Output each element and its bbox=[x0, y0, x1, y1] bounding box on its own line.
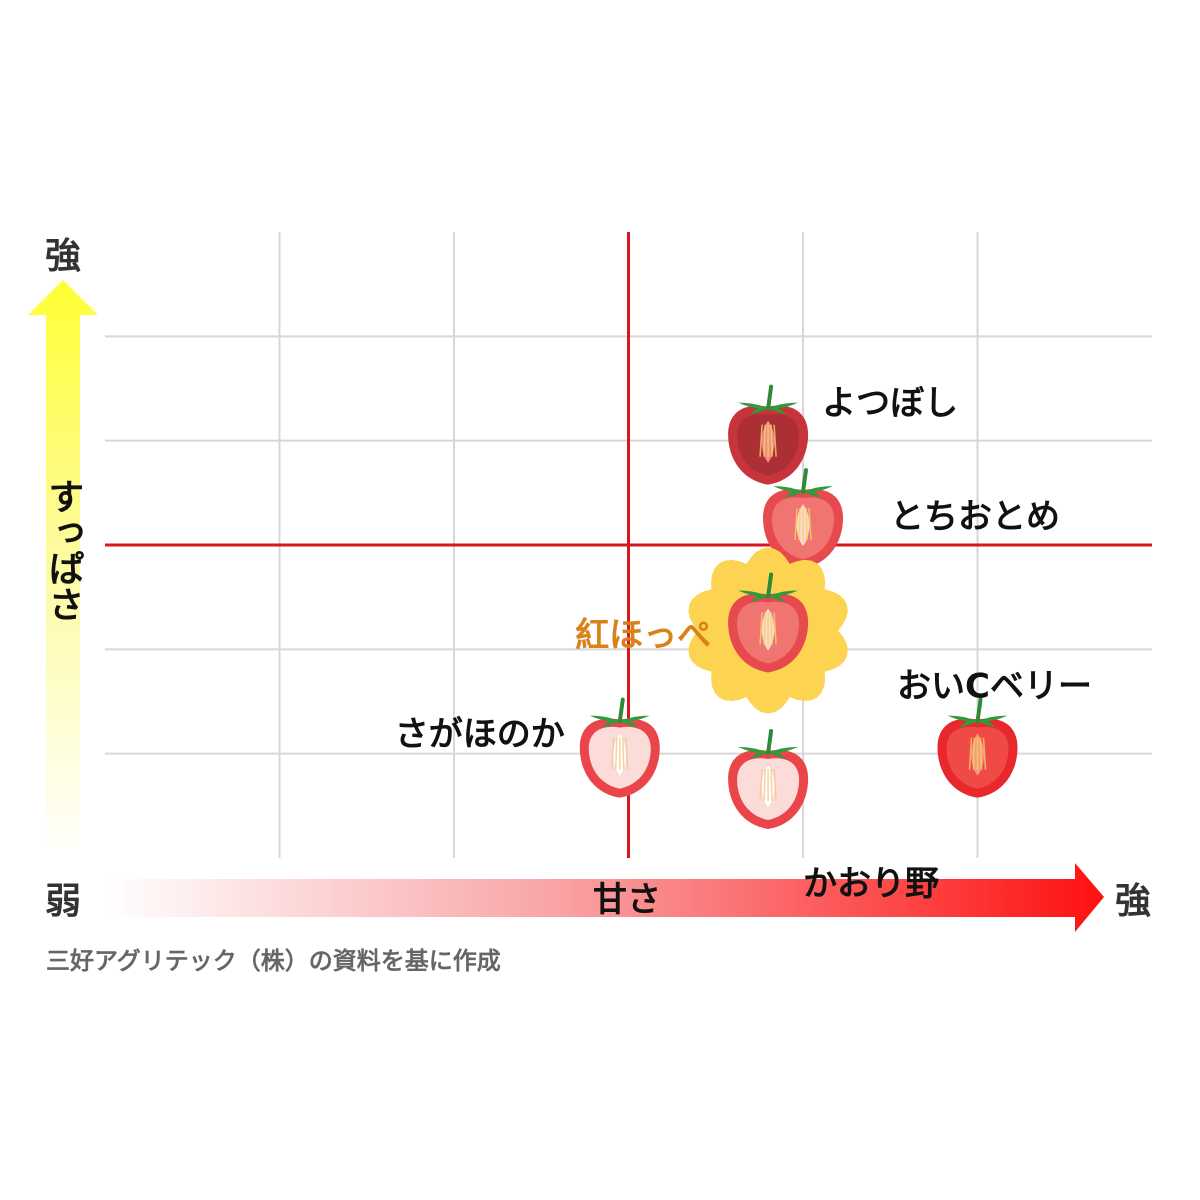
strawberry-icon bbox=[728, 728, 809, 829]
data-point: とちおとめ bbox=[763, 468, 1060, 569]
strawberry-icon bbox=[763, 468, 843, 569]
y-axis-high-label: 強 bbox=[45, 236, 81, 277]
data-point: 紅ほっぺ bbox=[575, 547, 848, 714]
point-label: さがほのか bbox=[395, 715, 565, 755]
source-note: 三好アグリテック（株）の資料を基に作成 bbox=[46, 947, 501, 975]
strawberry-icon bbox=[728, 572, 809, 673]
strawberry-icon bbox=[579, 697, 660, 798]
x-axis-low-label: 弱 bbox=[45, 881, 81, 922]
x-axis-label: 甘さ bbox=[593, 880, 661, 920]
strawberry-icon bbox=[728, 384, 809, 485]
data-point: よつぼし bbox=[728, 384, 958, 485]
y-axis-arrow bbox=[28, 280, 98, 860]
point-label: かおり野 bbox=[803, 864, 939, 904]
x-axis-arrow bbox=[105, 863, 1104, 932]
strawberry-icon bbox=[937, 697, 1018, 798]
y-axis-label: すっぱさ bbox=[43, 478, 84, 622]
point-label: おいCベリー bbox=[897, 667, 1092, 707]
point-label: とちおとめ bbox=[890, 497, 1060, 537]
point-label: 紅ほっぺ bbox=[575, 615, 711, 655]
data-point: さがほのか bbox=[395, 697, 660, 798]
data-point: かおり野 bbox=[728, 728, 939, 904]
point-label: よつぼし bbox=[822, 384, 958, 424]
data-point: おいCベリー bbox=[897, 667, 1092, 798]
x-axis-high-label: 強 bbox=[1115, 881, 1151, 922]
